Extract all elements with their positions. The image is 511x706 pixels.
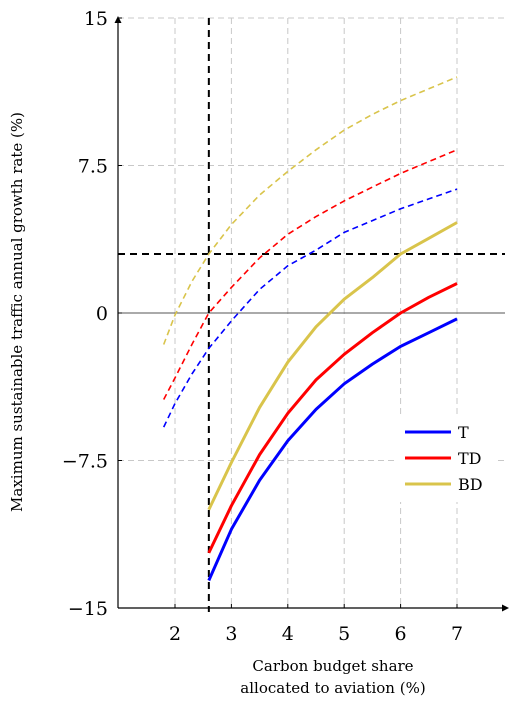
legend-label-T: T [458,423,469,442]
legend-label-TD: TD [458,449,482,468]
series-line-T [207,317,458,582]
series-line-TD [207,282,458,554]
x-tick-label: 5 [338,623,350,645]
axes [114,16,509,612]
series-line-dashed [162,188,458,428]
x-tick-label: 7 [451,623,463,645]
x-tick-label: 2 [169,623,181,645]
y-axis-arrow-icon [114,16,122,23]
series-line-dashed [162,76,458,345]
y-tick-label: 0 [96,303,108,325]
x-tick-label: 6 [395,623,407,645]
reference-lines [118,18,505,612]
series-line-BD [207,221,458,511]
x-tick-label: 4 [282,623,294,645]
y-tick-label: 7.5 [78,156,108,178]
x-axis-title-line-2: allocated to aviation (%) [240,679,425,697]
tick-labels: 2 3 4 5 6 7 −15 −7.5 0 7.5 15 [62,8,463,645]
x-axis-title-line-1: Carbon budget share [252,657,413,675]
legend-label-BD: BD [458,475,483,494]
y-tick-label: −15 [68,598,108,620]
x-tick-label: 3 [225,623,237,645]
series-line-dashed [162,149,458,400]
legend: T TD BD [396,416,498,502]
x-axis-arrow-icon [502,604,509,612]
y-tick-label: 15 [84,8,108,30]
series-lines [162,76,458,582]
y-axis-title: Maximum sustainable traffic annual growt… [8,112,26,512]
y-tick-label: −7.5 [62,451,108,473]
